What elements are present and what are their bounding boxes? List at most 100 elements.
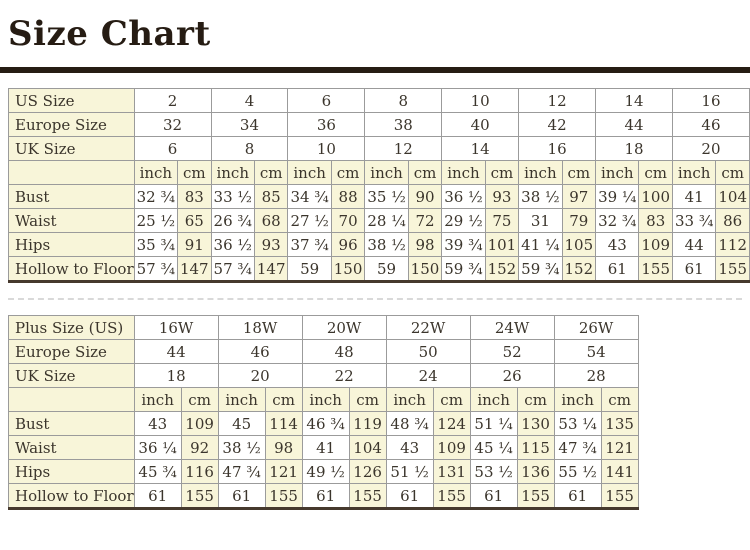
inch-value-cell: 61 — [671, 256, 717, 282]
row-label-cell: Waist — [8, 208, 135, 233]
row-label-cell: Europe Size — [8, 112, 135, 137]
table-row: Europe Size 44 46 48 50 52 54 — [8, 339, 639, 364]
inch-unit-cell: inch — [301, 387, 350, 412]
cm-value-cell: 155 — [516, 483, 555, 509]
inch-value-cell: 31 — [518, 208, 563, 233]
cm-unit-cell: cm — [715, 160, 750, 185]
row-label-cell: Hips — [8, 459, 135, 484]
inch-value-cell: 41 — [671, 184, 717, 209]
size-value-cell: 54 — [553, 339, 639, 364]
row-label-cell: Hips — [8, 232, 135, 257]
cm-value-cell: 104 — [715, 184, 750, 209]
table-row: Hollow to Floor 57 ¾ 147 57 ¾ 147 59 150 59 150 5… — [8, 256, 750, 282]
cm-value-cell: 141 — [600, 459, 639, 484]
cm-unit-cell: cm — [330, 160, 366, 185]
size-value-cell: 42 — [518, 112, 597, 137]
cm-unit-cell: cm — [484, 160, 520, 185]
cm-value-cell: 114 — [264, 411, 303, 436]
cm-value-cell: 86 — [715, 208, 750, 233]
cm-unit-cell: cm — [264, 387, 303, 412]
size-value-cell: 52 — [469, 339, 555, 364]
row-label-cell: Bust — [8, 184, 135, 209]
row-label-cell: Hollow to Floor — [8, 256, 135, 282]
cm-value-cell: 150 — [407, 256, 443, 282]
cm-value-cell: 152 — [561, 256, 597, 282]
inch-unit-cell: inch — [217, 387, 266, 412]
inch-value-cell: 36 ¼ — [133, 435, 182, 460]
cm-unit-cell: cm — [180, 387, 219, 412]
inch-value-cell: 48 ¾ — [385, 411, 434, 436]
cm-value-cell: 105 — [561, 232, 597, 257]
inch-value-cell: 39 ¾ — [441, 232, 486, 257]
cm-value-cell: 155 — [348, 483, 387, 509]
cm-unit-cell: cm — [516, 387, 555, 412]
cm-value-cell: 150 — [330, 256, 366, 282]
inch-unit-cell: inch — [671, 160, 717, 185]
unit-header-row: inch cm inch cm inch cm inch cm inch cm inch cm inch… — [8, 160, 750, 185]
inch-value-cell: 36 ½ — [210, 232, 255, 257]
size-value-cell: 44 — [133, 339, 219, 364]
size-value-cell: 4 — [210, 88, 289, 113]
inch-value-cell: 34 ¾ — [287, 184, 332, 209]
row-label-cell: UK Size — [8, 363, 135, 388]
row-label-cell: Bust — [8, 411, 135, 436]
inch-value-cell: 38 ½ — [518, 184, 563, 209]
cm-value-cell: 155 — [600, 483, 639, 509]
cm-value-cell: 121 — [264, 459, 303, 484]
size-value-cell: 24 — [385, 363, 471, 388]
inch-value-cell: 47 ¾ — [553, 435, 602, 460]
size-value-cell: 16W — [133, 315, 219, 340]
plus-size-table: Plus Size (US) 16W 18W 20W 22W 24W 26W Europe S… — [8, 315, 639, 510]
inch-value-cell: 57 ¾ — [210, 256, 255, 282]
row-label-cell: Europe Size — [8, 339, 135, 364]
size-value-cell: 12 — [518, 88, 597, 113]
size-value-cell: 48 — [301, 339, 387, 364]
size-value-cell: 46 — [671, 112, 750, 137]
size-value-cell: 18 — [595, 136, 673, 161]
inch-value-cell: 59 — [364, 256, 409, 282]
cm-unit-cell: cm — [600, 387, 639, 412]
size-value-cell: 28 — [553, 363, 639, 388]
inch-value-cell: 35 ½ — [364, 184, 409, 209]
cm-value-cell: 155 — [715, 256, 750, 282]
size-value-cell: 20 — [217, 363, 303, 388]
cm-value-cell: 90 — [407, 184, 443, 209]
cm-value-cell: 96 — [330, 232, 366, 257]
inch-unit-cell: inch — [469, 387, 518, 412]
size-value-cell: 6 — [287, 88, 366, 113]
inch-value-cell: 47 ¾ — [217, 459, 266, 484]
size-value-cell: 22W — [385, 315, 471, 340]
inch-value-cell: 59 ¾ — [441, 256, 486, 282]
inch-value-cell: 55 ½ — [553, 459, 602, 484]
cm-value-cell: 147 — [253, 256, 289, 282]
unit-row-spacer-cell — [8, 387, 135, 412]
cm-value-cell: 124 — [432, 411, 471, 436]
inch-value-cell: 43 — [133, 411, 182, 436]
size-value-cell: 34 — [210, 112, 289, 137]
unit-header-row: inch cm inch cm inch cm inch cm inch cm inch cm — [8, 387, 639, 412]
table-row: Hollow to Floor 61 155 61 155 61 155 61 155 61 155… — [8, 483, 639, 509]
cm-unit-cell: cm — [638, 160, 673, 185]
size-value-cell: 2 — [133, 88, 212, 113]
size-value-cell: 32 — [133, 112, 212, 137]
row-label-cell: Waist — [8, 435, 135, 460]
cm-value-cell: 155 — [638, 256, 673, 282]
inch-unit-cell: inch — [133, 387, 182, 412]
inch-unit-cell: inch — [364, 160, 409, 185]
inch-value-cell: 51 ½ — [385, 459, 434, 484]
cm-unit-cell: cm — [253, 160, 289, 185]
inch-value-cell: 43 — [595, 232, 640, 257]
cm-unit-cell: cm — [407, 160, 443, 185]
cm-value-cell: 109 — [432, 435, 471, 460]
size-chart-page: Size Chart US Size 2 4 6 8 10 12 14 16 Europe Siz… — [0, 14, 750, 510]
cm-value-cell: 121 — [600, 435, 639, 460]
inch-value-cell: 45 — [217, 411, 266, 436]
cm-value-cell: 88 — [330, 184, 366, 209]
inch-value-cell: 53 ¼ — [553, 411, 602, 436]
cm-value-cell: 136 — [516, 459, 555, 484]
cm-unit-cell: cm — [432, 387, 471, 412]
inch-value-cell: 45 ¾ — [133, 459, 182, 484]
inch-value-cell: 35 ¾ — [133, 232, 179, 257]
